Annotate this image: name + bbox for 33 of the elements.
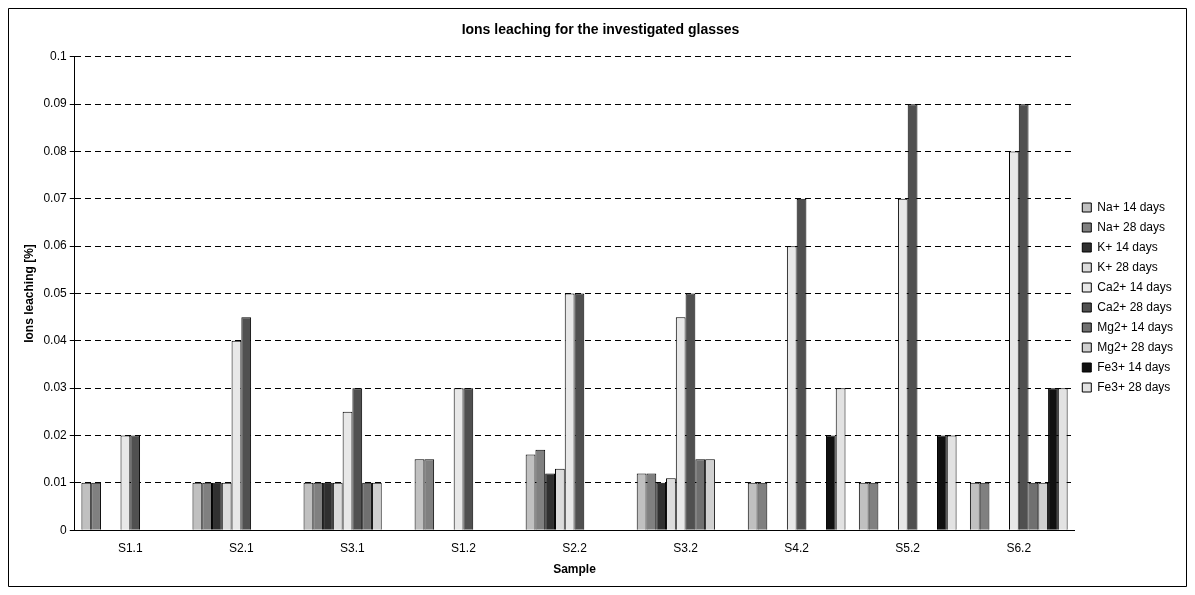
legend-label: Fe3+ 14 days bbox=[1097, 359, 1171, 374]
x-tick-label: S1.2 bbox=[451, 540, 477, 555]
y-tick-label: 0.06 bbox=[43, 238, 68, 253]
legend-label: Mg2+ 14 days bbox=[1097, 319, 1173, 334]
y-tick-label: 0.04 bbox=[43, 333, 68, 348]
y-tick-label: 0.1 bbox=[50, 49, 68, 64]
legend-label: Mg2+ 28 days bbox=[1097, 339, 1173, 354]
x-tick-label: S1.1 bbox=[117, 540, 143, 555]
legend-label: Ca2+ 28 days bbox=[1097, 299, 1172, 314]
x-tick-label: S6.2 bbox=[1006, 540, 1032, 555]
y-tick-label: 0.09 bbox=[43, 96, 68, 111]
y-tick-label: 0.02 bbox=[43, 427, 68, 442]
legend-label: Ca2+ 14 days bbox=[1097, 279, 1172, 294]
y-axis-title: Ions leaching [%] bbox=[21, 244, 36, 343]
y-tick-label: 0.05 bbox=[43, 285, 68, 300]
y-tick-label: 0.08 bbox=[43, 143, 68, 158]
x-tick-label: S2.1 bbox=[229, 540, 255, 555]
legend-label: Fe3+ 28 days bbox=[1097, 379, 1171, 394]
chart-title: Ions leaching for the investigated glasses bbox=[461, 21, 740, 38]
x-tick-label: S4.2 bbox=[784, 540, 810, 555]
legend-label: Na+ 28 days bbox=[1097, 219, 1165, 234]
y-tick-label: 0.07 bbox=[43, 191, 68, 206]
x-axis-title: Sample bbox=[553, 562, 597, 577]
x-tick-label: S3.1 bbox=[340, 540, 366, 555]
y-tick-label: 0 bbox=[60, 522, 68, 537]
x-tick-label: S5.2 bbox=[895, 540, 921, 555]
x-tick-label: S3.2 bbox=[673, 540, 699, 555]
x-tick-label: S2.2 bbox=[562, 540, 588, 555]
y-tick-label: 0.03 bbox=[43, 380, 68, 395]
legend-label: Na+ 14 days bbox=[1097, 199, 1165, 214]
legend-label: K+ 14 days bbox=[1097, 239, 1158, 254]
y-tick-label: 0.01 bbox=[43, 475, 68, 490]
legend-label: K+ 28 days bbox=[1097, 259, 1158, 274]
